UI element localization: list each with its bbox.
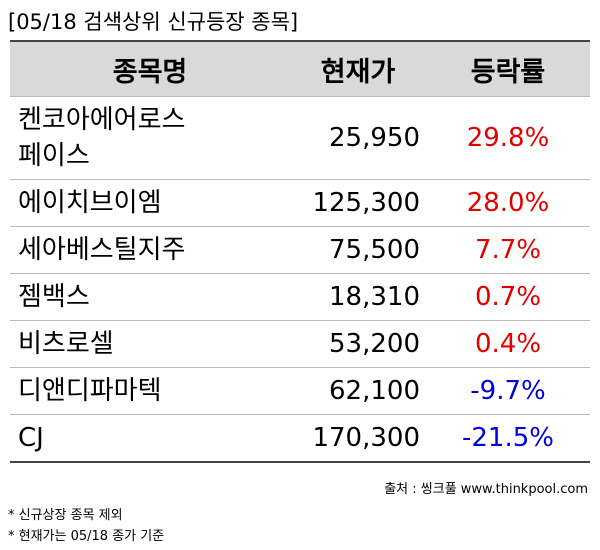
table-body: 켄코아에어로스페이스 25,950 29.8% 에이치브이엠 125,300 28.0% 세…	[10, 96, 590, 462]
table-row: CJ 170,300 -21.5%	[10, 414, 590, 462]
table-row: 세아베스틸지주 75,500 7.7%	[10, 226, 590, 274]
header-cell: 종목명	[10, 41, 290, 97]
price: 62,100	[290, 367, 426, 415]
table-row: 에이치브이엠 125,300 28.0%	[10, 179, 590, 227]
stock-name: 에이치브이엠	[18, 188, 162, 218]
notes: * 신규상장 종목 제외 * 현재가는 05/18 종가 기준	[8, 505, 164, 547]
header-row: 종목명 현재가 등락률	[10, 41, 590, 97]
change-rate: 7.7%	[426, 226, 590, 274]
stock-name-cell: 에이치브이엠	[10, 179, 290, 227]
note: * 신규상장 종목 제외	[8, 508, 123, 523]
stock-name: 켄코아에어로스페이스	[18, 105, 186, 171]
header-cell: 등락률	[426, 41, 590, 97]
stock-table: 종목명 현재가 등락률 켄코아에어로스페이스 25,950 29.8% 에이치브이엠 125…	[10, 40, 590, 463]
stock-name: 세아베스틸지주	[18, 235, 186, 265]
price: 53,200	[290, 320, 426, 368]
header-cell: 현재가	[290, 41, 426, 97]
table-row: 젬백스 18,310 0.7%	[10, 273, 590, 321]
price: 125,300	[290, 179, 426, 227]
stock-name-cell: 세아베스틸지주	[10, 226, 290, 274]
change-rate: 0.4%	[426, 320, 590, 368]
stock-name-cell: 비츠로셀	[10, 320, 290, 368]
title: [05/18 검색상위 신규등장 종목]	[8, 10, 299, 34]
stock-name: CJ	[18, 423, 44, 453]
stock-name-cell: 디앤디파마텍	[10, 367, 290, 415]
note: * 현재가는 05/18 종가 기준	[8, 529, 165, 544]
price: 170,300	[290, 414, 426, 462]
change-rate: 0.7%	[426, 273, 590, 321]
change-rate: -21.5%	[426, 414, 590, 462]
stock-name: 비츠로셀	[18, 329, 114, 359]
stock-name-cell: CJ	[10, 414, 290, 462]
stock-name: 디앤디파마텍	[18, 376, 162, 406]
table-row: 켄코아에어로스페이스 25,950 29.8%	[10, 96, 590, 180]
stock-name: 젬백스	[18, 282, 90, 312]
table-row: 비츠로셀 53,200 0.4%	[10, 320, 590, 368]
change-rate: 28.0%	[426, 179, 590, 227]
source: 출처 : 씽크풀 www.thinkpool.com	[384, 482, 588, 497]
price: 18,310	[290, 273, 426, 321]
price: 25,950	[290, 96, 426, 180]
change-rate: 29.8%	[426, 96, 590, 180]
stock-name-cell: 젬백스	[10, 273, 290, 321]
change-rate: -9.7%	[426, 367, 590, 415]
stock-name-cell: 켄코아에어로스페이스	[10, 96, 290, 180]
price: 75,500	[290, 226, 426, 274]
table-row: 디앤디파마텍 62,100 -9.7%	[10, 367, 590, 415]
